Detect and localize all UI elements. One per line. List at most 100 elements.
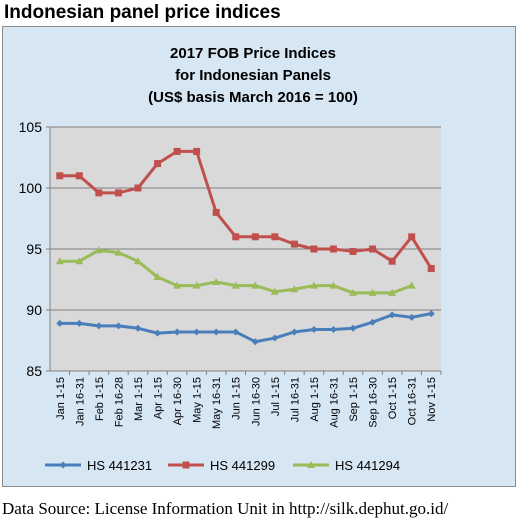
data-point	[56, 319, 64, 327]
data-point	[310, 326, 318, 334]
chart-title-line: (US$ basis March 2016 = 100)	[148, 89, 358, 106]
data-point	[75, 257, 84, 265]
y-tick-label: 100	[19, 180, 43, 196]
series-lines	[55, 147, 435, 346]
x-tick-label: Feb 16-28	[113, 377, 125, 427]
page-heading: Indonesian panel price indices	[4, 2, 281, 23]
data-point	[95, 322, 103, 330]
price-index-chart: 2017 FOB Price Indices for Indonesian Pan…	[19, 45, 442, 473]
chart-frame: 2017 FOB Price Indices for Indonesian Pan…	[2, 26, 516, 487]
data-point	[75, 319, 83, 327]
y-axis-ticks: 85 90 95 100 105	[19, 119, 43, 379]
data-point	[212, 208, 220, 216]
data-point	[427, 265, 435, 273]
series-hs-441231	[56, 310, 435, 346]
x-tick-label: Jan 16-31	[74, 377, 86, 426]
data-point	[388, 288, 397, 296]
x-tick-label: Sep 16-30	[368, 377, 380, 428]
data-point	[134, 184, 142, 192]
data-point	[114, 189, 122, 197]
x-tick-label: Oct 16-31	[407, 377, 419, 425]
gridlines	[46, 126, 441, 372]
data-point	[368, 288, 377, 296]
data-point	[290, 328, 298, 336]
data-point	[154, 329, 162, 337]
data-point	[329, 245, 337, 253]
data-point	[271, 233, 279, 241]
data-point	[369, 318, 377, 326]
x-tick-label: Jun 16-30	[250, 377, 262, 426]
y-tick-label: 85	[26, 363, 42, 379]
data-point	[231, 281, 240, 289]
data-point	[369, 245, 377, 253]
y-tick-label: 95	[26, 241, 42, 257]
data-point	[408, 233, 416, 241]
chart-title: 2017 FOB Price Indices for Indonesian Pan…	[148, 45, 358, 106]
legend-item: HS 441294	[293, 458, 400, 473]
data-point	[212, 277, 221, 285]
data-point	[59, 461, 67, 469]
x-tick-label: Nov 1-15	[426, 377, 438, 422]
data-point	[290, 285, 299, 293]
data-point	[408, 313, 416, 321]
data-point	[55, 257, 64, 265]
data-point	[427, 310, 435, 318]
x-tick-label: Aug 16-31	[328, 377, 340, 428]
x-tick-label: Apr 16-30	[172, 377, 184, 425]
x-tick-label: Jan 1-15	[55, 377, 67, 420]
data-point	[329, 326, 337, 334]
data-point	[307, 461, 315, 468]
x-tick-label: Apr 1-15	[153, 377, 165, 419]
data-point	[94, 246, 103, 254]
data-point	[154, 160, 162, 168]
data-point	[388, 257, 396, 265]
x-axis-ticks: Jan 1-15 Jan 16-31 Feb 1-15 Feb 16-28 Mar 1-…	[55, 371, 442, 429]
data-point	[182, 461, 190, 469]
data-point	[388, 311, 396, 319]
data-point	[56, 172, 64, 180]
data-point	[251, 281, 260, 289]
data-point	[232, 233, 240, 241]
chart-title-line: for Indonesian Panels	[175, 67, 331, 84]
legend-label: HS 441231	[87, 458, 152, 473]
data-point	[114, 248, 123, 256]
data-point	[192, 281, 201, 289]
x-tick-label: Mar 1-15	[133, 377, 145, 421]
data-point	[173, 281, 182, 289]
series-line	[59, 312, 432, 344]
data-source-note: Data Source: License Information Unit in…	[2, 499, 449, 518]
x-tick-label: Jul 1-15	[270, 377, 282, 416]
x-tick-label: May 16-31	[211, 377, 223, 429]
data-point	[309, 281, 318, 289]
data-point	[193, 147, 201, 155]
x-tick-label: May 1-15	[192, 377, 204, 423]
y-tick-label: 90	[26, 302, 42, 318]
data-point	[75, 172, 83, 180]
data-point	[349, 288, 358, 296]
series-hs-441294	[55, 246, 416, 296]
data-point	[290, 240, 298, 248]
legend-item: HS 441299	[168, 458, 275, 473]
data-point	[349, 247, 357, 255]
data-point	[95, 189, 103, 197]
data-point	[193, 328, 201, 336]
x-tick-label: Jul 16-31	[289, 377, 301, 422]
data-point	[212, 328, 220, 336]
data-point	[114, 322, 122, 330]
data-point	[271, 334, 279, 342]
x-tick-label: Feb 1-15	[94, 377, 106, 421]
data-point	[310, 245, 318, 253]
legend-item: HS 441231	[45, 458, 152, 473]
data-point	[251, 233, 259, 241]
data-point	[349, 324, 357, 332]
x-tick-label: Sep 1-15	[348, 377, 360, 422]
legend-label: HS 441294	[335, 458, 400, 473]
data-point	[329, 281, 338, 289]
data-point	[133, 257, 142, 265]
data-point	[407, 281, 416, 289]
data-point	[251, 338, 259, 346]
chart-title-line: 2017 FOB Price Indices	[170, 45, 336, 62]
data-point	[153, 273, 162, 281]
series-hs-441299	[56, 147, 435, 273]
data-point	[173, 328, 181, 336]
